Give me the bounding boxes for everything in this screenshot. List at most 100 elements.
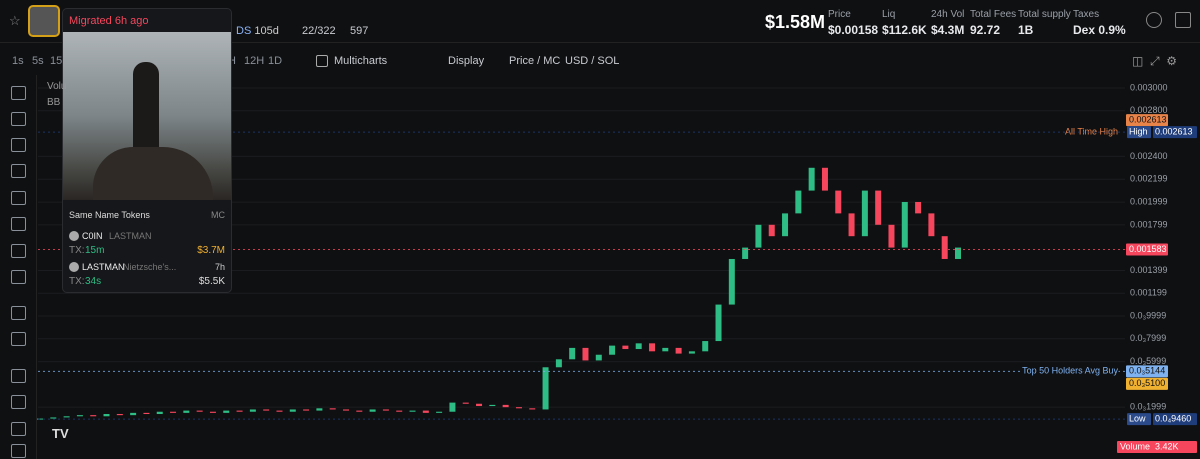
candle-body [622, 345, 629, 350]
candle-body [542, 367, 549, 410]
candle-body [742, 247, 749, 259]
token-image [63, 32, 231, 200]
tool-icon[interactable] [11, 217, 26, 231]
section-title: Same Name Tokens [69, 210, 150, 220]
tx-time: 34s [85, 276, 102, 287]
layout-icon[interactable] [1175, 12, 1191, 28]
rock [93, 147, 213, 200]
tag-badge [1127, 413, 1151, 426]
candle-body [582, 347, 589, 361]
price-mc[interactable]: Price / MC [509, 55, 561, 67]
stat-label: Total Fees [970, 9, 1017, 20]
tag-badge [1127, 126, 1151, 139]
token-icon [69, 262, 79, 272]
y-tick-label: 0.002199 [1130, 174, 1168, 184]
token-symbol: C0IN [82, 231, 103, 241]
candle-body [941, 236, 948, 259]
tool-icon[interactable] [11, 138, 26, 152]
interval-button[interactable]: 1D [268, 55, 283, 67]
token-avatar[interactable] [28, 5, 60, 37]
y-tick-label: 0.0₃7999 [1130, 333, 1166, 343]
candle-body [848, 213, 855, 237]
token-symbol: LASTMAN [82, 262, 125, 272]
tool-icon[interactable] [11, 86, 26, 100]
candle-body [196, 410, 203, 412]
tool-icon[interactable] [11, 244, 26, 258]
display[interactable]: Display [448, 55, 485, 67]
interval-button[interactable]: 5s [32, 55, 44, 67]
migrated-status: Migrated 6h ago [69, 15, 149, 27]
candle-body [462, 402, 469, 404]
multicharts-checkbox[interactable] [316, 55, 328, 67]
token-age: 7h [214, 262, 225, 272]
volume-value: 3.42K [1155, 441, 1179, 451]
interval-button[interactable]: 15 [50, 55, 63, 67]
tool-icon[interactable] [11, 306, 26, 320]
y-tick-label: 0.001799 [1130, 219, 1168, 229]
indicator-label: Volu [47, 81, 67, 92]
interval-button[interactable]: 12H [244, 55, 265, 67]
tool-icon[interactable] [11, 112, 26, 126]
level-name: Top 50 Holders Avg Buy [1022, 366, 1118, 376]
tool-icon[interactable] [11, 444, 26, 458]
candle-body [688, 351, 695, 354]
candle-body [649, 343, 655, 352]
y-tick-label: 0.002800 [1130, 105, 1168, 115]
age: 105d [254, 25, 279, 37]
candle-body [529, 408, 536, 410]
left-toolbar [0, 75, 37, 459]
candle-body [103, 414, 110, 417]
market-cap: $1.58M [765, 12, 826, 32]
candle-body [888, 224, 895, 248]
candle-body [901, 201, 908, 248]
interval-button[interactable]: 1s [12, 55, 24, 67]
stat-label: Total supply [1018, 9, 1071, 20]
candle-body [875, 190, 882, 225]
tool-icon[interactable] [11, 164, 26, 178]
candle-body [343, 409, 349, 411]
tx-time: 15m [85, 245, 105, 256]
top-right-icons: ◫ ⤢ ⚙ [1132, 54, 1178, 68]
candle-body [303, 409, 310, 411]
candle-body [116, 414, 123, 416]
candle-body [915, 201, 922, 214]
candle-body [409, 410, 416, 412]
candle-body [329, 408, 336, 410]
views: 597 [350, 25, 369, 37]
candle-body [555, 359, 562, 368]
tool-icon[interactable] [11, 270, 26, 284]
candle-body [476, 403, 483, 407]
tx-label: TX: [69, 276, 85, 287]
price-tag-label: 0.002613 [1155, 126, 1193, 136]
price-tag-label: 0.002613 [1129, 114, 1167, 124]
candle-body [569, 347, 576, 360]
candle-body [63, 416, 70, 418]
candle-body [782, 213, 789, 237]
price-tag [1126, 114, 1168, 127]
y-tick-label: 0.001199 [1130, 288, 1167, 298]
price-tag [1126, 377, 1168, 390]
tool-icon[interactable] [11, 191, 26, 205]
mc-column: MC [211, 210, 225, 220]
indicator-label: BB [47, 97, 61, 108]
tool-icon[interactable] [11, 395, 26, 409]
candle-body [382, 409, 389, 411]
usd-sol[interactable]: USD / SOL [565, 55, 620, 67]
token-mc: $5.5K [198, 276, 225, 287]
candle-body [808, 167, 815, 191]
stat-value: $4.3M [931, 23, 965, 37]
candle-body [396, 410, 403, 412]
y-tick-label: 0.002400 [1130, 151, 1168, 161]
candle-body [928, 213, 935, 237]
price-tag [1126, 365, 1168, 378]
tool-icon[interactable] [11, 332, 26, 346]
multicharts[interactable]: Multicharts [334, 55, 388, 67]
alarm-icon[interactable] [1146, 12, 1162, 28]
candle-body [768, 224, 775, 237]
tool-icon[interactable] [11, 422, 26, 436]
holders: 22/322 [302, 25, 336, 37]
star-icon[interactable]: ☆ [9, 13, 21, 28]
price-tag-label: 0.0₃5100 [1129, 378, 1165, 388]
tool-icon[interactable] [11, 369, 26, 383]
